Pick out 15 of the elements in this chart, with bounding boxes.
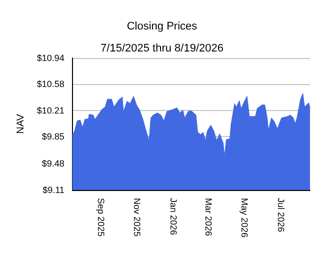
y-tick-label: $10.58 xyxy=(36,78,64,89)
y-tick-label: $10.21 xyxy=(36,106,64,116)
x-tick-label: Mar 2026 xyxy=(203,198,214,236)
x-tick-label: Jan 2026 xyxy=(168,198,178,236)
y-tick-label: $10.94 xyxy=(36,53,64,63)
y-tick-label: $9.85 xyxy=(42,132,64,142)
x-tick-label: Nov 2025 xyxy=(132,198,142,237)
x-tick-label: May 2026 xyxy=(240,198,250,238)
y-tick-label: $9.11 xyxy=(42,185,64,195)
chart-subtitle: 7/15/2025 thru 8/19/2026 xyxy=(100,42,224,54)
y-axis-title: NAV xyxy=(16,114,26,134)
y-tick-label: $9.48 xyxy=(42,158,64,168)
x-tick-label: Sep 2025 xyxy=(96,198,106,237)
x-tick-label: Jul 2026 xyxy=(276,198,286,232)
chart-title: Closing Prices xyxy=(126,20,198,32)
